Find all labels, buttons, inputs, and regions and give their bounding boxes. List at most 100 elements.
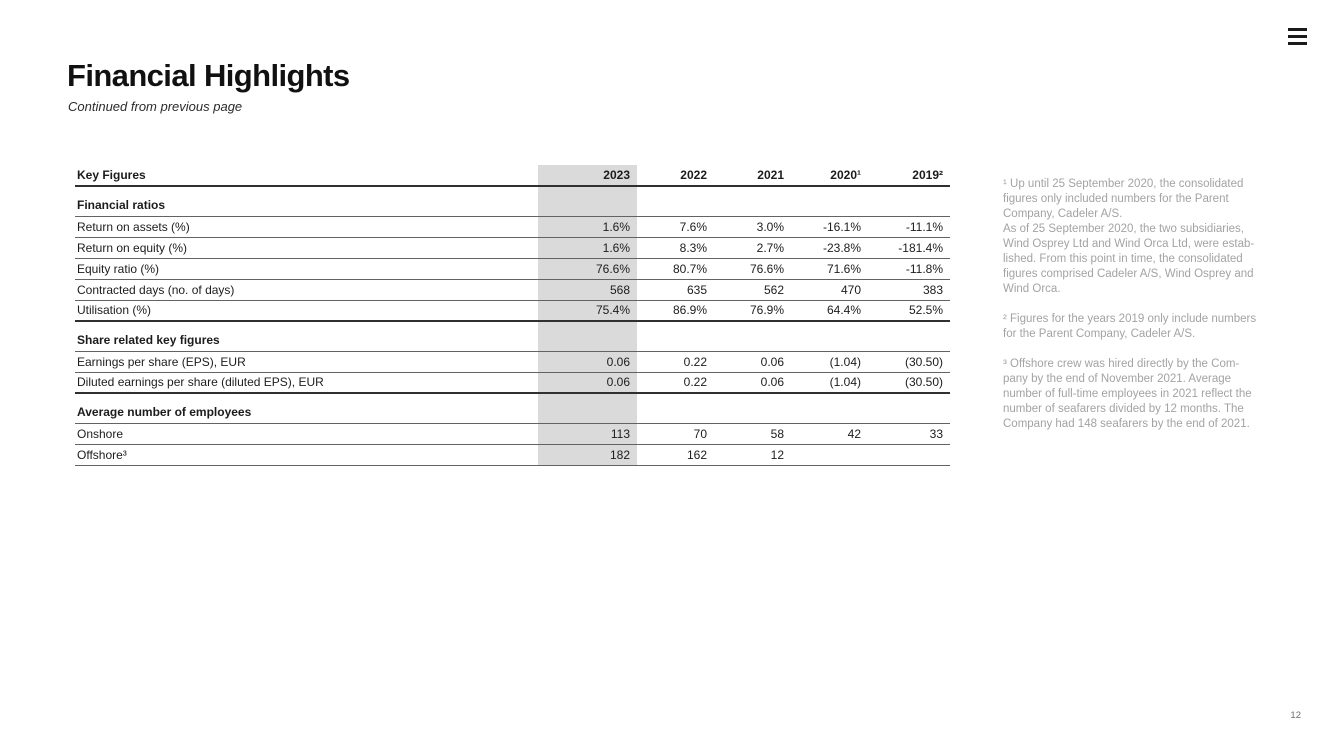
cell-value: 0.06	[714, 351, 791, 373]
section-empty-cell	[714, 393, 791, 424]
cell-value: -11.8%	[868, 258, 950, 280]
table-row: Offshore³ 182 162 12	[75, 444, 950, 466]
cell-value: 86.9%	[637, 300, 714, 322]
cell-value: 52.5%	[868, 300, 950, 322]
cell-value: -11.1%	[868, 216, 950, 238]
cell-value: 58	[714, 423, 791, 445]
cell-value: 0.06	[714, 372, 791, 394]
cell-value: 113	[538, 423, 637, 445]
table-row: Diluted earnings per share (diluted EPS)…	[75, 372, 950, 394]
menu-button[interactable]	[1288, 27, 1308, 46]
page-subtitle: Continued from previous page	[68, 99, 243, 114]
table-header-row: Key Figures 2023 2022 2021 2020¹ 2019²	[75, 165, 950, 187]
cell-value: (30.50)	[868, 372, 950, 394]
cell-value: (1.04)	[791, 351, 868, 373]
table-header-label: Key Figures	[75, 165, 538, 187]
row-label: Return on assets (%)	[75, 216, 538, 238]
cell-value: 182	[538, 444, 637, 466]
section-title: Share related key figures	[75, 321, 538, 352]
cell-value: 76.6%	[714, 258, 791, 280]
section-empty-cell	[791, 186, 868, 217]
cell-value: 12	[714, 444, 791, 466]
cell-value: -16.1%	[791, 216, 868, 238]
cell-value: 70	[637, 423, 714, 445]
footnote: ¹ Up until 25 September 2020, the consol…	[1003, 178, 1255, 295]
section-empty-cell	[868, 321, 950, 352]
row-label: Diluted earnings per share (diluted EPS)…	[75, 372, 538, 394]
cell-value	[868, 444, 950, 466]
table-row: Utilisation (%) 75.4% 86.9% 76.9% 64.4% 52.5%	[75, 300, 950, 322]
section-empty-cell	[538, 393, 637, 424]
section-empty-cell	[868, 393, 950, 424]
footnote: ² Figures for the years 2019 only includ…	[1003, 313, 1257, 340]
row-label: Offshore³	[75, 444, 538, 466]
cell-value: 1.6%	[538, 216, 637, 238]
hamburger-icon	[1288, 35, 1307, 38]
section-title: Financial ratios	[75, 186, 538, 217]
cell-value: 0.22	[637, 351, 714, 373]
cell-value: 71.6%	[791, 258, 868, 280]
cell-value: 0.06	[538, 372, 637, 394]
cell-value: 75.4%	[538, 300, 637, 322]
cell-value: 383	[868, 279, 950, 301]
cell-value: 568	[538, 279, 637, 301]
table-row: Equity ratio (%) 76.6% 80.7% 76.6% 71.6% -11.…	[75, 258, 950, 280]
cell-value: 33	[868, 423, 950, 445]
cell-value: 8.3%	[637, 237, 714, 259]
section-empty-cell	[538, 186, 637, 217]
cell-value: 76.6%	[538, 258, 637, 280]
section-empty-cell	[637, 186, 714, 217]
cell-value: 42	[791, 423, 868, 445]
section-header-row: Financial ratios	[75, 186, 950, 217]
year-header: 2022	[637, 165, 714, 187]
section-empty-cell	[791, 393, 868, 424]
cell-value: 64.4%	[791, 300, 868, 322]
cell-value: -23.8%	[791, 237, 868, 259]
row-label: Return on equity (%)	[75, 237, 538, 259]
footnote: ³ Offshore crew was hired directly by th…	[1003, 358, 1252, 430]
row-label: Equity ratio (%)	[75, 258, 538, 280]
section-empty-cell	[538, 321, 637, 352]
footnotes: ¹ Up until 25 September 2020, the consol…	[1003, 177, 1295, 447]
row-label: Earnings per share (EPS), EUR	[75, 351, 538, 373]
section-header-row: Share related key figures	[75, 321, 950, 352]
hamburger-icon	[1288, 42, 1307, 45]
cell-value: -181.4%	[868, 237, 950, 259]
cell-value: 76.9%	[714, 300, 791, 322]
cell-value: 562	[714, 279, 791, 301]
key-figures-table: Key Figures 2023 2022 2021 2020¹ 2019² Financi…	[75, 165, 950, 466]
year-header: 2023	[538, 165, 637, 187]
cell-value: (30.50)	[868, 351, 950, 373]
cell-value: 162	[637, 444, 714, 466]
cell-value: (1.04)	[791, 372, 868, 394]
table-row: Return on assets (%) 1.6% 7.6% 3.0% -16.1% -1…	[75, 216, 950, 238]
table-row: Return on equity (%) 1.6% 8.3% 2.7% -23.8% -1…	[75, 237, 950, 259]
cell-value: 470	[791, 279, 868, 301]
page-number: 12	[1290, 710, 1301, 721]
section-empty-cell	[714, 321, 791, 352]
section-title: Average number of employees	[75, 393, 538, 424]
table-row: Onshore 113 70 58 42 33	[75, 423, 950, 445]
cell-value: 3.0%	[714, 216, 791, 238]
table-row: Earnings per share (EPS), EUR 0.06 0.22 0.0…	[75, 351, 950, 373]
section-empty-cell	[714, 186, 791, 217]
cell-value: 635	[637, 279, 714, 301]
hamburger-icon	[1288, 28, 1307, 31]
cell-value: 2.7%	[714, 237, 791, 259]
section-empty-cell	[791, 321, 868, 352]
cell-value: 0.06	[538, 351, 637, 373]
section-empty-cell	[868, 186, 950, 217]
row-label: Utilisation (%)	[75, 300, 538, 322]
page-title: Financial Highlights	[67, 58, 350, 93]
section-header-row: Average number of employees	[75, 393, 950, 424]
cell-value: 80.7%	[637, 258, 714, 280]
section-empty-cell	[637, 321, 714, 352]
key-figures-table-wrap: Key Figures 2023 2022 2021 2020¹ 2019² Financi…	[75, 165, 950, 466]
row-label: Contracted days (no. of days)	[75, 279, 538, 301]
cell-value: 7.6%	[637, 216, 714, 238]
cell-value: 0.22	[637, 372, 714, 394]
table-row: Contracted days (no. of days) 568 635 562 47…	[75, 279, 950, 301]
year-header: 2019²	[868, 165, 950, 187]
year-header: 2021	[714, 165, 791, 187]
